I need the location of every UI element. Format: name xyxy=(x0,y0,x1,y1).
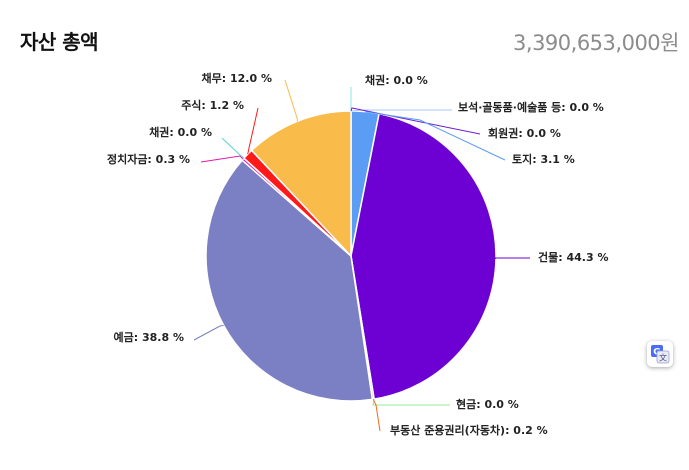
slice-10-leader-line xyxy=(247,107,259,155)
translate-button[interactable]: G 文 xyxy=(647,341,673,367)
slice-3-label: 토지: 3.1 % xyxy=(512,152,575,166)
slice-7-leader-line xyxy=(193,324,224,341)
slice-4-leader-line xyxy=(493,257,530,259)
slice-11-leader-line xyxy=(284,79,299,122)
slice-4-label: 건물: 44.3 % xyxy=(538,250,608,264)
leader-lines xyxy=(193,79,530,432)
slice-11[interactable] xyxy=(250,110,352,258)
slice-3-leader-line xyxy=(365,111,506,161)
slice-6-leader-line xyxy=(372,399,381,432)
slice-8-label: 정치자금: 0.3 % xyxy=(107,152,190,166)
pie-slices xyxy=(205,110,497,402)
slice-labels: 채권: 0.0 % 보석·골동품·예술품 등: 0.0 % 회원권: 0.0 % 토지… xyxy=(107,71,609,437)
slice-2-leader-line xyxy=(350,107,481,135)
slice-8-leader-line xyxy=(200,155,244,163)
slice-1-label: 보석·골동품·예술품 등: 0.0 % xyxy=(458,100,604,114)
slice-10-label: 주식: 1.2 % xyxy=(181,98,244,112)
slice-0-label: 채권: 0.0 % xyxy=(365,73,428,87)
total-amount: 3,390,653,000원 xyxy=(513,31,679,55)
page-title: 자산 총액 xyxy=(20,30,99,54)
slice-7-label: 예금: 38.8 % xyxy=(114,330,184,344)
slice-4[interactable] xyxy=(350,112,497,401)
slice-5-label: 현금: 0.0 % xyxy=(456,397,519,411)
slice-9-label: 채권: 0.0 % xyxy=(149,125,212,139)
slice-7[interactable] xyxy=(205,159,374,402)
slice-5-leader-line xyxy=(372,399,450,406)
slice-9-leader-line xyxy=(221,137,245,159)
slice-11-label: 채무: 12.0 % xyxy=(202,71,272,85)
slice-6-label: 부동산 준용권리(자동차): 0.2 % xyxy=(390,423,548,437)
slice-2-label: 회원권: 0.0 % xyxy=(488,126,561,140)
translate-icon: G 文 xyxy=(651,345,670,364)
slice-1-leader-line xyxy=(350,109,452,112)
svg-text:文: 文 xyxy=(659,353,667,363)
